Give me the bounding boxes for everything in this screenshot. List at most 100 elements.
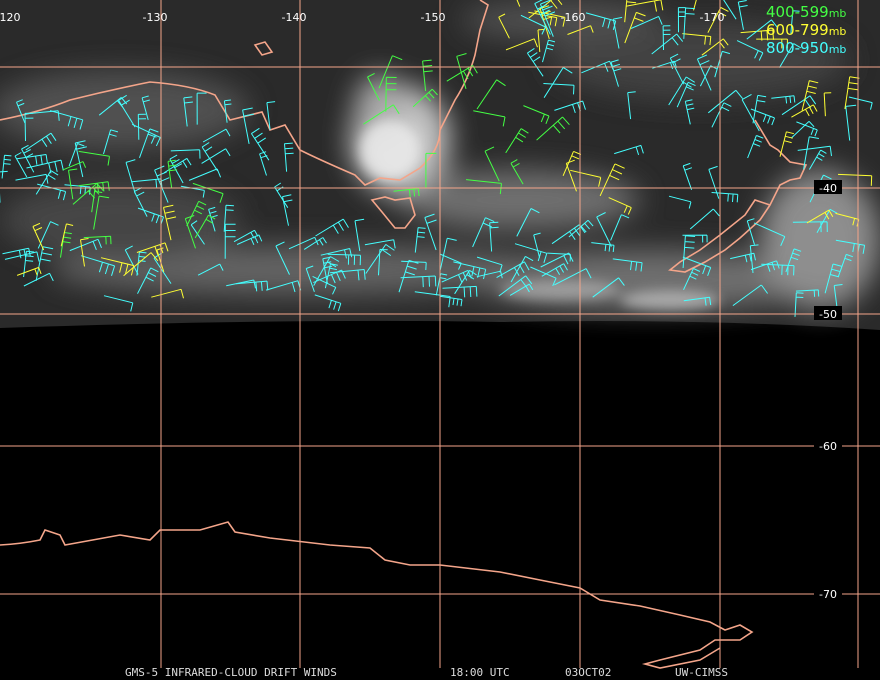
- wind-barb: [439, 237, 457, 270]
- wind-barb: [682, 234, 708, 243]
- wind-barb: [689, 208, 720, 230]
- latitude-label: -60: [819, 440, 837, 453]
- wind-barb: [612, 16, 623, 49]
- wind-barb: [466, 179, 502, 195]
- wind-barb: [530, 266, 557, 287]
- wind-barb: [259, 151, 268, 176]
- wind-barb: [707, 89, 743, 114]
- wind-barb: [414, 291, 451, 308]
- wind-barb: [746, 218, 755, 245]
- wind-barb: [737, 0, 748, 30]
- wind-barb: [801, 80, 819, 111]
- wind-barb: [539, 0, 556, 37]
- wind-barb: [169, 154, 184, 184]
- wind-barb: [367, 72, 380, 101]
- wind-barb: [250, 127, 270, 161]
- wind-barb: [378, 55, 403, 89]
- wind-barb: [608, 197, 632, 215]
- wind-barb: [275, 241, 290, 275]
- wind-barb: [236, 234, 263, 246]
- wind-barb: [806, 209, 834, 224]
- wind-barb: [456, 53, 467, 90]
- wind-barb: [534, 0, 551, 35]
- wind-barb: [723, 0, 737, 20]
- wind-barb: [676, 81, 696, 108]
- wind-barb: [35, 246, 54, 281]
- longitude-label: -150: [421, 11, 446, 24]
- wind-barb: [196, 92, 207, 125]
- wind-barb: [498, 275, 533, 297]
- wind-barb: [837, 253, 853, 277]
- wind-barb: [591, 242, 615, 253]
- wind-barb: [201, 148, 231, 164]
- wind-barb: [596, 212, 612, 247]
- longitude-label: -130: [143, 11, 168, 24]
- legend-unit: mb: [829, 7, 847, 20]
- wind-barb: [516, 208, 540, 237]
- wind-barbs: [0, 0, 873, 317]
- footer-text: 03OCT02: [565, 666, 611, 679]
- wind-barb: [682, 33, 712, 46]
- wind-barb: [329, 269, 366, 281]
- wind-barb: [514, 243, 548, 263]
- wind-barb: [785, 248, 802, 273]
- wind-barb: [226, 279, 256, 289]
- wind-barb: [439, 253, 462, 270]
- footer-text: 18:00 UTC: [450, 666, 510, 679]
- wind-barb: [708, 165, 720, 199]
- wind-barb: [682, 162, 693, 190]
- wind-barb: [1, 154, 12, 179]
- wind-barb: [610, 59, 622, 87]
- wind-barb: [23, 250, 35, 278]
- wind-barb: [236, 280, 269, 292]
- wind-barb: [845, 104, 857, 141]
- wind-barb: [630, 15, 663, 29]
- wind-barb: [49, 110, 84, 130]
- wind-barb: [103, 295, 134, 312]
- wind-barb: [315, 218, 349, 237]
- wind-barb: [32, 222, 45, 251]
- wind-barb: [454, 269, 477, 295]
- wind-barb: [137, 113, 147, 140]
- wind-barb: [201, 142, 218, 172]
- wind-barb: [26, 159, 64, 174]
- wind-barb: [83, 235, 112, 245]
- wind-barb: [425, 152, 437, 188]
- footer-text: UW-CIMSS: [675, 666, 728, 679]
- wind-barb: [624, 11, 646, 44]
- wind-barb: [476, 79, 506, 110]
- wind-barb: [37, 221, 59, 249]
- wind-barb: [208, 206, 218, 232]
- wind-barb: [747, 135, 764, 159]
- wind-barb: [771, 95, 796, 104]
- wind-barb: [523, 105, 550, 124]
- wind-barb: [794, 292, 804, 317]
- wind-barb: [4, 251, 40, 262]
- wind-barb: [167, 159, 178, 188]
- wind-barb: [750, 108, 775, 126]
- wind-barb: [614, 144, 644, 156]
- wind-barb: [476, 256, 503, 273]
- legend-range: 800-950: [766, 39, 829, 57]
- wind-barb: [844, 76, 860, 110]
- wind-barb: [365, 243, 395, 274]
- wind-barb: [599, 163, 625, 197]
- wind-barb: [93, 195, 110, 230]
- wind-barb: [64, 184, 91, 195]
- wind-barb: [16, 99, 26, 124]
- wind-barb: [80, 238, 89, 267]
- wind-barb: [796, 121, 818, 137]
- wind-barb: [541, 263, 568, 277]
- wind-barb: [72, 183, 104, 205]
- wind-barb: [484, 146, 500, 182]
- wind-barb: [305, 265, 315, 292]
- wind-barb: [625, 0, 664, 12]
- wind-barb: [453, 261, 487, 280]
- wind-barb: [69, 238, 102, 252]
- wind-barb: [750, 260, 780, 272]
- legend-entry: 800-950mb: [766, 39, 846, 57]
- wind-barb: [2, 247, 31, 259]
- label-background: [814, 180, 842, 194]
- wind-barb: [496, 261, 530, 279]
